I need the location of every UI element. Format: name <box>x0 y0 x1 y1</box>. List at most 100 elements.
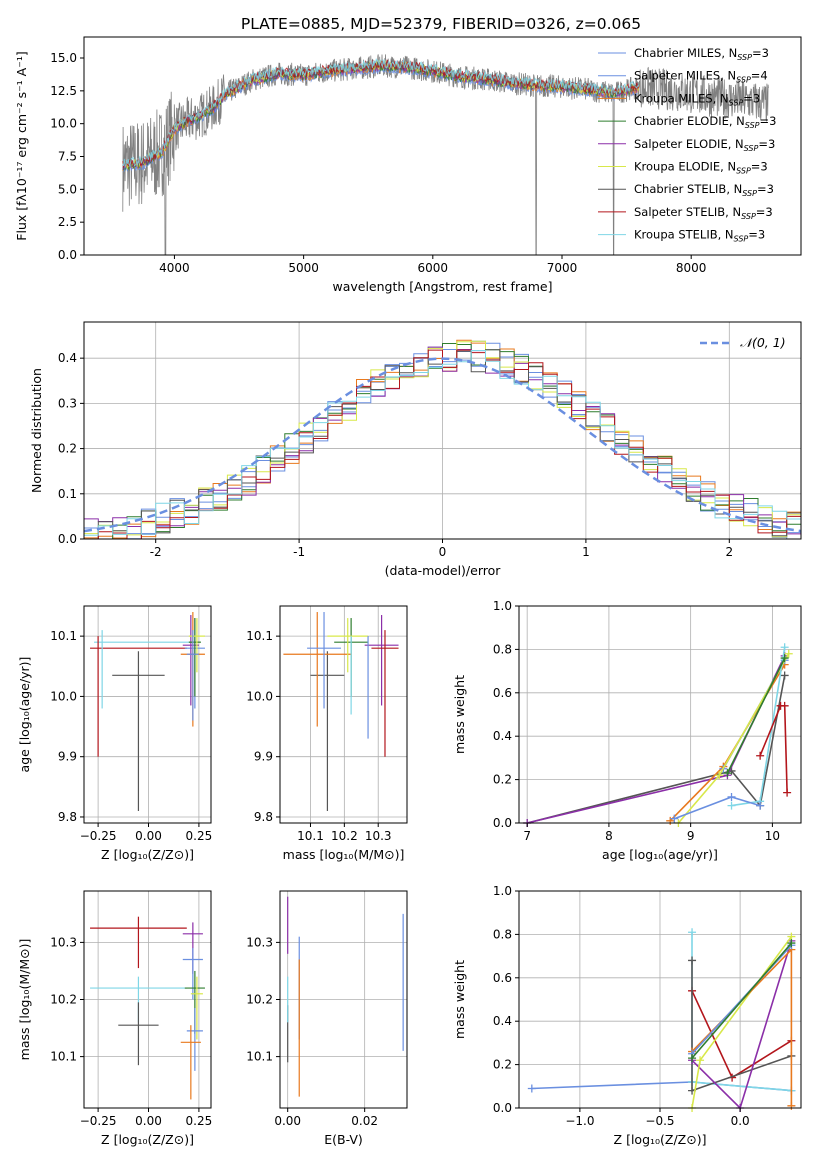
x-axis-label: E(B-V) <box>324 1132 363 1147</box>
weight-marker <box>756 751 765 760</box>
x-tick-label: 0 <box>439 545 447 559</box>
weight-marker <box>780 654 789 663</box>
legend-label: Kroupa STELIB, NSSP=3 <box>634 228 765 244</box>
y-tick-label: 0.2 <box>58 442 77 456</box>
y-tick-label: 0.6 <box>493 686 512 700</box>
axes-frame <box>279 605 408 824</box>
model-line <box>122 57 640 169</box>
axes-frame <box>83 36 802 256</box>
legend-label: Kroupa ELODIE, NSSP=3 <box>634 160 768 176</box>
weight-marker <box>670 814 679 823</box>
weight-line <box>726 657 786 774</box>
y-tick-label: 2.5 <box>58 215 77 229</box>
x-axis-label: (data-model)/error <box>385 563 502 578</box>
weight-marker <box>727 801 736 810</box>
x-tick-label: 10.1 <box>297 829 324 843</box>
x-axis-label: wavelength [Angstrom, rest frame] <box>332 279 552 294</box>
legend-label: Salpeter ELODIE, NSSP=3 <box>634 137 775 153</box>
y-tick-label: 0.2 <box>493 1058 512 1072</box>
x-tick-label: 0.00 <box>274 1114 301 1128</box>
y-tick-label: 0.4 <box>493 729 512 743</box>
x-tick-label: 0.25 <box>186 829 213 843</box>
weight-marker <box>787 1101 796 1110</box>
x-tick-label: 10.2 <box>331 829 358 843</box>
x-tick-label: 5000 <box>288 261 319 275</box>
weight-line <box>527 655 786 824</box>
y-tick-label: 0.0 <box>493 816 512 830</box>
mass-vs-Z-panel: −0.25 0.00 0.25 10.1 10.2 10.3 Z [log₁₀(Z/Z⊙)]… <box>17 890 213 1147</box>
y-tick-label: 10.1 <box>246 629 273 643</box>
residuals-panel: -2 -1 0 1 2 0.0 0.1 0.2 0.3 0.4 (data-model)/error… <box>29 321 802 578</box>
y-tick-label: 10.1 <box>50 629 77 643</box>
y-tick-label: 7.5 <box>58 150 77 164</box>
weight-line <box>527 675 786 824</box>
x-axis-label: Z [log₁₀(Z/Z⊙)] <box>101 847 194 862</box>
y-tick-label: 0.4 <box>493 1014 512 1028</box>
weight-line <box>669 664 786 822</box>
x-tick-label: −1.0 <box>565 1114 594 1128</box>
weight-marker <box>780 701 789 710</box>
weight-marker <box>723 769 732 778</box>
y-tick-label: 15.0 <box>50 51 77 65</box>
weight-marker <box>780 671 789 680</box>
weight-line <box>531 1081 792 1092</box>
y-tick-label: 10.3 <box>246 935 273 949</box>
axes-frame <box>83 605 212 824</box>
x-tick-label: 8000 <box>676 261 707 275</box>
x-axis-label: mass [log₁₀(M/M⊙)] <box>283 847 405 862</box>
y-axis-label: mass weight <box>452 675 467 754</box>
weight-marker <box>787 939 796 948</box>
x-tick-label: −0.5 <box>645 1114 674 1128</box>
x-tick-label: 0.0 <box>731 1114 750 1128</box>
y-tick-label: 12.5 <box>50 84 77 98</box>
weight-vs-age-panel: 7 8 9 10 0.0 0.2 0.4 0.6 0.8 1.0 age [log₁₀(age/yr… <box>452 599 802 862</box>
legend-label: Kroupa MILES, NSSP=3 <box>634 91 760 107</box>
weight-marker <box>696 1056 705 1065</box>
x-tick-label: −0.25 <box>80 829 117 843</box>
weight-line <box>691 947 793 1106</box>
y-axis-label: mass weight <box>452 960 467 1039</box>
legend-label: Salpeter STELIB, NSSP=3 <box>634 205 773 221</box>
y-tick-label: 0.0 <box>58 248 77 262</box>
x-tick-label: -1 <box>293 545 305 559</box>
histogram-step <box>84 350 801 536</box>
figure-title: PLATE=0885, MJD=52379, FIBERID=0326, z=0… <box>241 15 641 33</box>
y-tick-label: 5.0 <box>58 182 77 196</box>
axes-frame <box>518 605 802 824</box>
weight-marker <box>784 649 793 658</box>
x-axis-label: Z [log₁₀(Z/Z⊙)] <box>614 1132 707 1147</box>
y-tick-label: 0.3 <box>58 396 77 410</box>
weight-marker <box>756 801 765 810</box>
weight-line <box>691 942 793 1059</box>
x-tick-label: 8 <box>605 829 613 843</box>
legend-label: Chabrier ELODIE, NSSP=3 <box>634 114 776 130</box>
weight-marker <box>527 1084 536 1093</box>
x-tick-label: 6000 <box>418 261 449 275</box>
y-axis-label: age [log₁₀(age/yr)] <box>17 657 32 773</box>
y-tick-label: 10.1 <box>50 1050 77 1064</box>
x-tick-label: 7000 <box>547 261 578 275</box>
y-axis-label: mass [log₁₀(M/M⊙)] <box>17 939 32 1061</box>
y-tick-label: 1.0 <box>493 884 512 898</box>
x-tick-label: 0.25 <box>186 1114 213 1128</box>
age-vs-mass-panel: 10.1 10.2 10.3 9.8 9.9 10.0 10.1 mass [log₁₀(M/… <box>246 605 408 862</box>
y-tick-label: 0.1 <box>58 487 77 501</box>
y-tick-label: 10.0 <box>50 689 77 703</box>
y-tick-label: 0.8 <box>493 642 512 656</box>
weight-marker <box>727 792 736 801</box>
y-tick-label: 10.3 <box>50 935 77 949</box>
x-axis-label: age [log₁₀(age/yr)] <box>602 847 718 862</box>
x-tick-label: 0.00 <box>135 829 162 843</box>
x-tick-label: −0.25 <box>80 1114 117 1128</box>
data-spectrum-line <box>122 54 769 255</box>
x-tick-label: 1 <box>582 545 590 559</box>
y-axis-label: Normed distribution <box>29 368 44 493</box>
normal-curve <box>83 357 802 533</box>
spectrum-legend: Chabrier MILES, NSSP=3 Salpeter MILES, NS… <box>598 46 776 244</box>
y-tick-label: 0.0 <box>58 532 77 546</box>
x-tick-label: 0.00 <box>135 1114 162 1128</box>
y-tick-label: 10.0 <box>50 117 77 131</box>
x-tick-label: 9 <box>687 829 695 843</box>
y-tick-label: 0.6 <box>493 971 512 985</box>
